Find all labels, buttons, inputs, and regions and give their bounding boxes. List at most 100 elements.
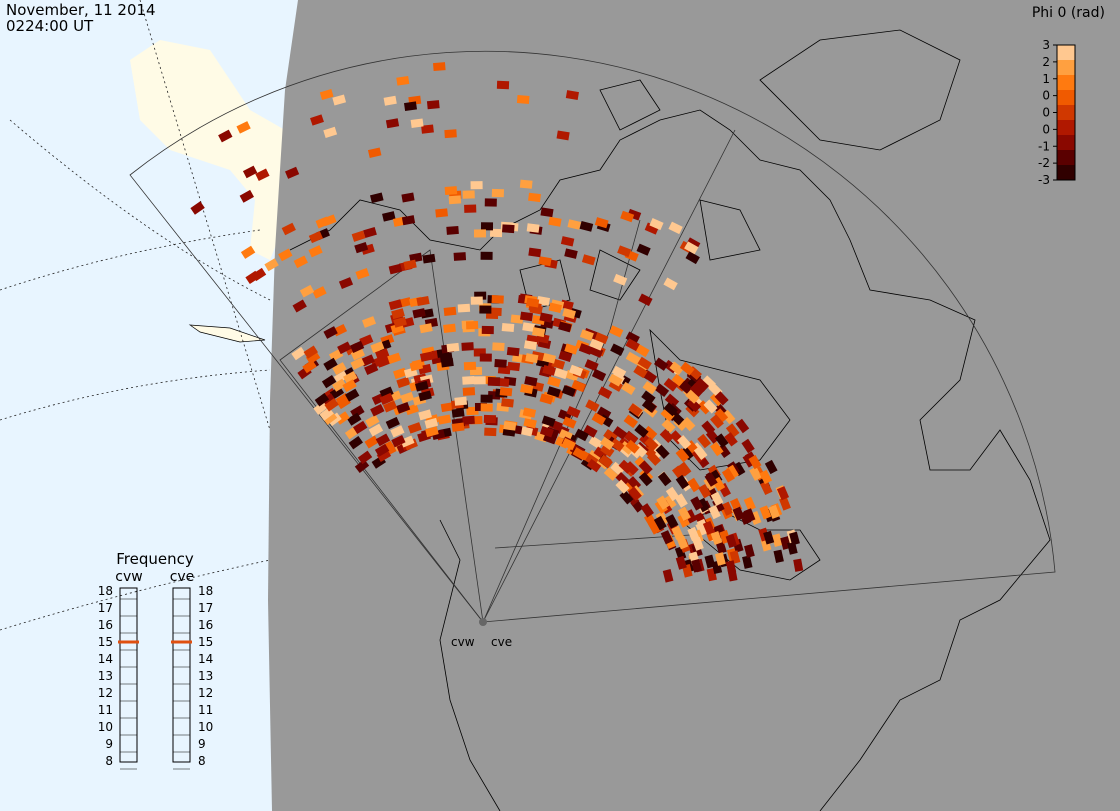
radar-cell bbox=[556, 130, 570, 141]
radar-cell bbox=[278, 248, 293, 262]
frequency-title: Frequency bbox=[116, 550, 194, 568]
radar-cell bbox=[571, 380, 586, 393]
radar-cell bbox=[400, 435, 415, 448]
colorbar-tick-label: -2 bbox=[1038, 156, 1050, 170]
radar-cell bbox=[393, 367, 407, 380]
radar-cell bbox=[697, 400, 712, 415]
radar-cell bbox=[480, 403, 493, 412]
radar-cell bbox=[613, 273, 628, 286]
radar-cell bbox=[418, 390, 432, 402]
colorbar-title: Phi 0 (rad) bbox=[1032, 5, 1105, 21]
radar-cell bbox=[553, 367, 568, 380]
radar-cell bbox=[404, 101, 417, 111]
radar-cell bbox=[255, 168, 270, 182]
radar-cell bbox=[644, 222, 659, 235]
radar-cell bbox=[612, 426, 628, 440]
radar-cell bbox=[594, 217, 609, 229]
radar-cell bbox=[621, 381, 636, 395]
radar-cell bbox=[329, 386, 345, 400]
radar-cell bbox=[348, 435, 364, 450]
radar-cell bbox=[519, 426, 534, 437]
radar-cell bbox=[565, 90, 579, 101]
radar-cell bbox=[579, 329, 594, 341]
radar-cell bbox=[422, 253, 436, 264]
radar-cell bbox=[520, 383, 534, 395]
radar-cell bbox=[615, 479, 630, 494]
radar-cell bbox=[491, 188, 505, 198]
radar-cell bbox=[697, 433, 711, 449]
radar-cell bbox=[531, 327, 546, 338]
frequency-tick-label: 14 bbox=[198, 652, 213, 666]
radar-cell bbox=[671, 525, 684, 540]
radar-cell bbox=[483, 414, 497, 424]
radar-cell bbox=[446, 342, 460, 353]
radar-cell bbox=[596, 406, 612, 420]
radar-cell bbox=[725, 464, 740, 480]
radar-cell bbox=[662, 569, 674, 583]
radar-cell bbox=[725, 560, 737, 574]
radar-cell bbox=[599, 436, 615, 451]
radar-cell bbox=[403, 438, 418, 451]
radar-cell bbox=[479, 353, 492, 362]
radar-cell bbox=[365, 414, 380, 428]
radar-cell bbox=[239, 189, 254, 203]
radar-cell bbox=[461, 342, 474, 351]
radar-cell bbox=[627, 486, 642, 501]
radar-cell bbox=[677, 461, 692, 477]
radar-cell bbox=[407, 422, 422, 434]
radar-cell bbox=[444, 186, 458, 196]
radar-cell bbox=[425, 426, 439, 438]
radar-cell bbox=[572, 447, 587, 461]
radar-cell bbox=[704, 472, 718, 487]
radar-cell bbox=[499, 387, 513, 397]
radar-cell bbox=[690, 496, 704, 511]
radar-cell bbox=[558, 321, 572, 333]
radar-cell bbox=[617, 245, 632, 258]
radar-cell bbox=[591, 412, 606, 426]
radar-cell bbox=[659, 428, 674, 443]
radar-cell bbox=[620, 210, 635, 223]
radar-cell bbox=[619, 490, 634, 505]
radar-cell bbox=[643, 425, 658, 440]
radar-cell bbox=[663, 494, 677, 510]
radar-cell bbox=[768, 504, 780, 519]
radar-cell bbox=[684, 241, 699, 255]
radar-cell bbox=[426, 100, 440, 110]
radar-cell bbox=[610, 438, 625, 452]
radar-cell bbox=[793, 558, 804, 572]
radar-cell bbox=[698, 484, 712, 499]
radar-cell bbox=[541, 415, 556, 427]
radar-cell bbox=[611, 365, 627, 379]
radar-cell bbox=[714, 433, 729, 448]
radar-cell bbox=[680, 361, 695, 376]
radar-cell bbox=[347, 412, 362, 426]
radar-cell bbox=[674, 493, 688, 508]
radar-cell bbox=[625, 351, 641, 365]
radar-cell bbox=[370, 341, 385, 353]
radar-cell bbox=[677, 435, 692, 450]
radar-cell bbox=[560, 236, 575, 247]
frequency-tick-label: 15 bbox=[198, 635, 213, 649]
radar-cell bbox=[481, 325, 494, 335]
colorbar-swatch bbox=[1057, 120, 1075, 136]
dayside bbox=[0, 0, 298, 811]
radar-cell bbox=[742, 555, 753, 569]
colorbar-swatch bbox=[1057, 60, 1075, 76]
radar-cell bbox=[360, 354, 375, 367]
radar-name: cvw bbox=[115, 569, 142, 585]
radar-cell bbox=[579, 221, 594, 232]
radar-cell bbox=[443, 323, 456, 333]
frequency-tick-label: 18 bbox=[198, 584, 213, 598]
radar-cell bbox=[625, 331, 640, 345]
radar-site bbox=[479, 618, 487, 626]
colorbar-swatch bbox=[1057, 45, 1075, 61]
radar-cell bbox=[401, 192, 415, 203]
radar-cell bbox=[789, 531, 800, 546]
radar-cell bbox=[675, 448, 690, 463]
radar-cell bbox=[489, 307, 502, 317]
radar-cell bbox=[764, 459, 778, 475]
radar-cell bbox=[586, 458, 602, 473]
radar-cell bbox=[419, 351, 434, 362]
radar-cell bbox=[519, 311, 534, 322]
